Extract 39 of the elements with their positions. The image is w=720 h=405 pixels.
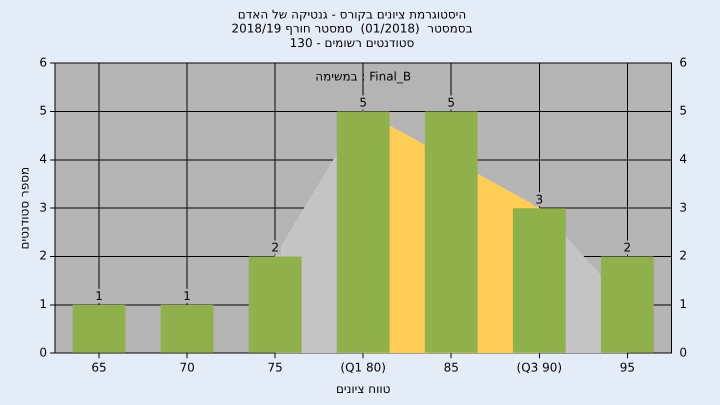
bar: [160, 304, 214, 353]
y-tick-label: 4: [39, 152, 48, 166]
bar: [248, 256, 302, 353]
x-tick-label: 95: [620, 360, 635, 375]
y2-tick-label: 6: [679, 55, 688, 70]
y-tick-label: 2: [39, 248, 48, 263]
y2-tick-label: 5: [679, 104, 688, 118]
data-label: 1: [183, 288, 191, 303]
y2-tick-label: 4: [679, 152, 688, 166]
data-label: 1: [95, 288, 103, 303]
y2-tick-label: 3: [679, 200, 688, 214]
y2-tick-label: 0: [679, 345, 688, 360]
y2-tick-label: 1: [679, 296, 688, 311]
data-label: 5: [359, 96, 368, 110]
x-tick-label: 85: [444, 360, 459, 375]
x-axis-title: טווח ציונים: [336, 382, 391, 396]
bar: [336, 112, 390, 353]
y-tick-label: 0: [39, 345, 48, 360]
data-label: 5: [447, 96, 456, 110]
bar: [424, 112, 478, 353]
y2-tick-label: 2: [679, 248, 688, 263]
bar: [512, 208, 566, 353]
data-label: 2: [271, 240, 279, 255]
y-tick-label: 3: [39, 200, 48, 214]
y-axis-title: מספר סטודנטים: [17, 166, 32, 250]
chart-title: היסטוגרמת ציונים בקורס - גנטיקה של האדם: [238, 7, 466, 22]
data-label: 3: [535, 192, 544, 206]
y-tick-label: 1: [39, 296, 48, 311]
x-tick-label: 65: [91, 360, 107, 375]
y-tick-label: 5: [39, 104, 48, 118]
bar: [72, 304, 126, 353]
bar: [600, 256, 654, 353]
data-label: 2: [624, 240, 632, 255]
x-tick-label: 70: [179, 360, 195, 375]
x-tick-label: 75: [268, 360, 283, 375]
y-tick-label: 6: [39, 55, 48, 70]
x-tick-label: (Q1 80): [340, 360, 386, 375]
x-tick-label: (Q3 90): [516, 360, 562, 375]
chart-subtitle: בסמסטר (01/2018) סמסטר חורף 2018/19 סטודנטים רשומים - 130: [231, 22, 473, 50]
